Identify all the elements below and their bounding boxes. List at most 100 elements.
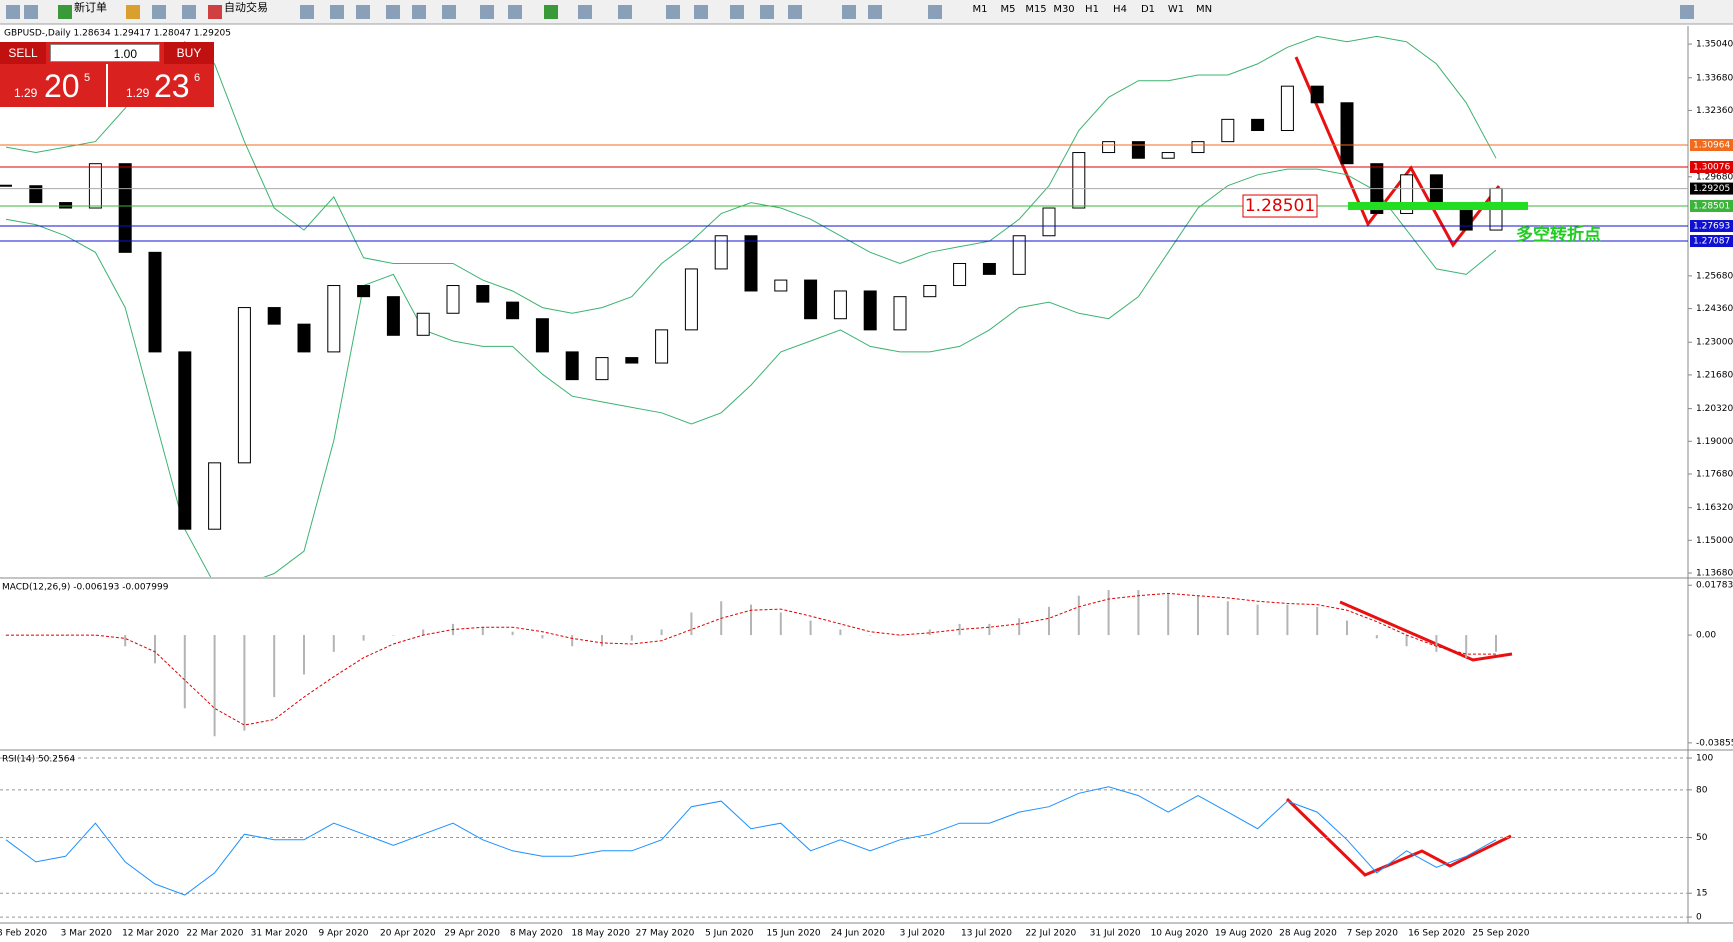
x-tick-label: 13 Jul 2020: [961, 929, 1012, 939]
candle: [29, 185, 43, 204]
icon[interactable]: [730, 5, 744, 19]
price-level-label: 1.30964: [1693, 141, 1730, 151]
icon[interactable]: [24, 5, 38, 19]
y-tick-label: 1.25680: [1696, 271, 1733, 281]
icon[interactable]: [330, 5, 344, 19]
candle: [327, 285, 341, 353]
y-tick-label: 1.29680: [1696, 172, 1733, 182]
ask-big: 1.29: [126, 86, 150, 100]
icon[interactable]: [300, 5, 314, 19]
icon[interactable]: [928, 5, 942, 19]
macd-signal: [6, 592, 1496, 726]
candle: [655, 329, 669, 364]
macd-bar: [213, 635, 216, 737]
candle: [953, 262, 967, 287]
x-tick-label: 12 Mar 2020: [122, 929, 179, 939]
x-tick-label: 15 Jun 2020: [767, 929, 821, 939]
icon[interactable]: [6, 5, 20, 19]
timeframe-button[interactable]: H1: [1085, 4, 1099, 15]
candle: [476, 285, 490, 303]
icon[interactable]: [152, 5, 166, 19]
x-tick-label: 18 May 2020: [571, 929, 630, 939]
lot-input[interactable]: 1.00: [50, 44, 160, 62]
candle: [1251, 118, 1265, 132]
timeframe-button[interactable]: MN: [1196, 4, 1212, 15]
icon[interactable]: [694, 5, 708, 19]
candle: [565, 351, 579, 381]
x-tick-label: 24 Jun 2020: [831, 929, 885, 939]
macd-bar: [1226, 601, 1229, 636]
icon[interactable]: [618, 5, 632, 19]
y-tick-label: 1.13680: [1696, 569, 1733, 579]
timeframe-button[interactable]: M1: [973, 4, 988, 15]
icon[interactable]: [412, 5, 426, 19]
icon[interactable]: [356, 5, 370, 19]
y-tick-label: 1.35040: [1696, 40, 1733, 50]
icon[interactable]: [868, 5, 882, 19]
y-tick-label: 1.32360: [1696, 106, 1733, 116]
macd-bar: [1375, 635, 1378, 639]
icon[interactable]: [788, 5, 802, 19]
x-tick-label: 3 Jul 2020: [900, 929, 945, 939]
candle: [506, 301, 520, 320]
icon[interactable]: [126, 5, 140, 19]
icon[interactable]: [182, 5, 196, 19]
candle: [1221, 118, 1235, 143]
candle: [1102, 141, 1116, 154]
icon[interactable]: [208, 5, 222, 19]
macd-bar: [1137, 590, 1140, 636]
timeframe-button[interactable]: D1: [1141, 4, 1155, 15]
y-tick-label: 1.17680: [1696, 469, 1733, 479]
icon[interactable]: [842, 5, 856, 19]
candle: [714, 235, 728, 270]
macd-bar: [809, 620, 812, 636]
y-tick-label: 50: [1696, 833, 1708, 843]
sell-button[interactable]: SELL: [0, 42, 46, 64]
toolbar-button[interactable]: 自动交易: [224, 0, 268, 14]
candle: [88, 163, 102, 209]
toolbar-button[interactable]: 新订单: [74, 0, 107, 14]
candle: [535, 318, 549, 353]
icon[interactable]: [578, 5, 592, 19]
icon[interactable]: [442, 5, 456, 19]
x-tick-label: 25 Sep 2020: [1472, 929, 1529, 939]
macd-bar: [869, 635, 872, 636]
icon[interactable]: [58, 5, 72, 19]
timeframe-button[interactable]: M15: [1025, 4, 1046, 15]
price-level-tag: [1690, 161, 1733, 174]
candle: [148, 251, 162, 353]
timeframe-button[interactable]: H4: [1113, 4, 1127, 15]
macd-bar: [1316, 606, 1319, 636]
candle: [208, 462, 222, 530]
macd-bar: [1286, 604, 1289, 636]
icon[interactable]: [480, 5, 494, 19]
price-level-tag: [1690, 200, 1733, 213]
macd-bar: [183, 635, 186, 709]
icon[interactable]: [544, 5, 558, 19]
macd-bar: [1465, 635, 1468, 658]
trend-arrows: [1285, 56, 1513, 877]
buy-button[interactable]: BUY: [164, 42, 214, 64]
x-tick-label: 20 Apr 2020: [380, 929, 436, 939]
candle: [386, 296, 400, 336]
icon[interactable]: [760, 5, 774, 19]
toolbar-icons: [6, 5, 1694, 19]
macd-bar: [303, 635, 305, 675]
macd-bar: [94, 635, 97, 636]
icon[interactable]: [666, 5, 680, 19]
macd-bar: [779, 612, 782, 636]
icon[interactable]: [1680, 5, 1694, 19]
timeframe-button[interactable]: W1: [1168, 4, 1184, 15]
panel-title: MACD(12,26,9) -0.006193 -0.007999: [2, 583, 169, 593]
icon[interactable]: [508, 5, 522, 19]
candle: [833, 290, 847, 320]
divider: [106, 64, 108, 107]
timeframe-button[interactable]: M30: [1053, 4, 1074, 15]
macd-bar: [1167, 593, 1170, 636]
timeframe-button[interactable]: M5: [1001, 4, 1016, 15]
icon[interactable]: [386, 5, 400, 19]
annotation-note: 多空转折点: [1516, 224, 1601, 245]
bid-point: 5: [84, 72, 91, 84]
y-tick-label: 0.00: [1696, 631, 1716, 641]
y-tick-label: 1.23000: [1696, 338, 1733, 348]
